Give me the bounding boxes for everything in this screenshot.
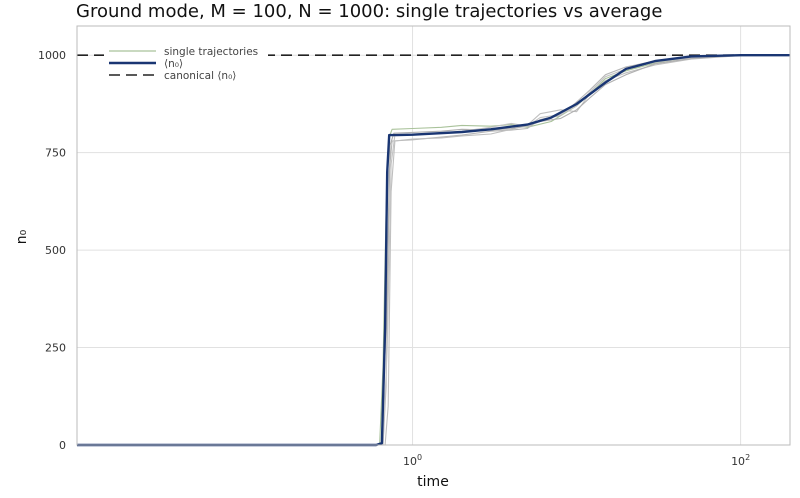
legend-label-average: ⟨n₀⟩ <box>164 58 183 70</box>
y-axis-label: n₀ <box>14 229 30 244</box>
x-tick-label: 102 <box>731 453 750 468</box>
x-axis-label: time <box>417 474 449 490</box>
x-tick-label: 100 <box>403 453 422 468</box>
legend-label-trajectories: single trajectories <box>164 46 258 58</box>
average-line-layer <box>77 54 790 447</box>
y-tick-label: 1000 <box>38 49 66 62</box>
y-tick-label: 250 <box>45 342 66 355</box>
plot-frame <box>76 25 791 446</box>
x-tick-labels: 100 102 <box>403 453 750 468</box>
trajectory-line <box>77 54 790 446</box>
grid-lines <box>77 26 790 446</box>
legend-label-canonical: canonical ⟨n₀⟩ <box>164 70 236 82</box>
average-line <box>77 54 790 447</box>
y-tick-labels: 0 250 500 750 1000 <box>38 49 66 452</box>
chart-title: Ground mode, M = 100, N = 1000: single t… <box>76 1 662 22</box>
legend: single trajectories ⟨n₀⟩ canonical ⟨n₀⟩ <box>104 43 268 83</box>
y-tick-label: 750 <box>45 147 66 160</box>
y-tick-label: 500 <box>45 244 66 257</box>
y-tick-label: 0 <box>59 439 66 452</box>
